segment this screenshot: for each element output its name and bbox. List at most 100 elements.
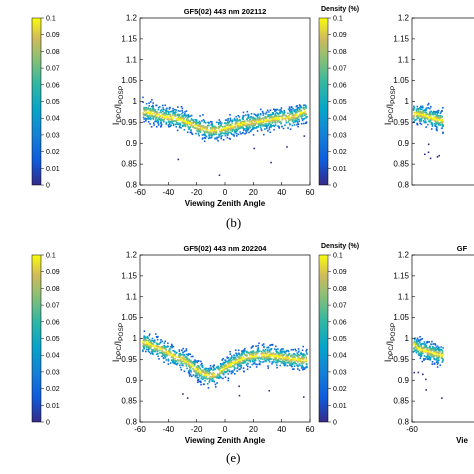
- scatter-point: [180, 359, 182, 361]
- y-tick-label: 1.05: [393, 313, 409, 322]
- y-tick-label: 1.15: [393, 271, 409, 280]
- scatter-point: [161, 345, 164, 348]
- scatter-point: [293, 361, 295, 364]
- scatter-point: [234, 119, 236, 122]
- scatter-point: [256, 357, 259, 359]
- scatter-point: [222, 377, 224, 380]
- scatter-point: [171, 119, 174, 122]
- scatter-point: [170, 115, 172, 118]
- scatter-point: [270, 119, 273, 122]
- scatter-point: [195, 371, 197, 374]
- scatter-point: [264, 123, 266, 125]
- scatter-point: [162, 346, 164, 349]
- scatter-point: [167, 360, 170, 362]
- scatter-point: [204, 131, 207, 133]
- scatter-point: [224, 119, 227, 122]
- scatter-point: [286, 356, 289, 359]
- scatter-point: [257, 124, 260, 127]
- scatter-point: [415, 346, 417, 349]
- scatter-point: [254, 117, 257, 120]
- scatter-point: [436, 119, 439, 122]
- scatter-point: [419, 115, 422, 118]
- scatter-point: [182, 122, 185, 125]
- scatter-point: [153, 345, 155, 348]
- scatter-point: [297, 123, 300, 126]
- scatter-point: [242, 111, 245, 114]
- scatter-point: [190, 366, 192, 368]
- scatter-point: [164, 340, 167, 343]
- scatter-point: [180, 105, 183, 108]
- colorbar-tick-label: 0.04: [333, 116, 347, 123]
- scatter-point: [424, 109, 426, 112]
- scatter-point: [288, 357, 290, 359]
- scatter-point: [171, 120, 173, 122]
- scatter-point: [198, 125, 201, 127]
- scatter-outlier: [425, 389, 428, 391]
- scatter-point: [282, 114, 285, 116]
- scatter-point: [165, 359, 168, 361]
- scatter-point: [180, 126, 182, 129]
- scatter-point: [182, 120, 184, 123]
- scatter-point: [147, 116, 149, 119]
- scatter-point: [143, 336, 145, 339]
- scatter-point: [299, 364, 301, 367]
- scatter-point: [254, 357, 256, 360]
- scatter-point: [431, 118, 433, 121]
- scatter-point: [222, 139, 225, 141]
- scatter-point: [228, 122, 230, 124]
- scatter-point: [234, 131, 236, 134]
- scatter-point: [265, 357, 268, 359]
- scatter-point: [250, 354, 253, 357]
- scatter-point: [426, 117, 428, 120]
- scatter-point: [298, 350, 300, 353]
- scatter-point: [417, 353, 420, 356]
- scatter-point: [183, 122, 186, 124]
- scatter-point: [267, 114, 269, 116]
- scatter-point: [442, 132, 444, 134]
- scatter-point: [297, 357, 299, 359]
- scatter-point: [422, 115, 425, 118]
- scatter-point: [239, 368, 241, 370]
- scatter-point: [194, 375, 197, 378]
- scatter-point: [218, 126, 220, 129]
- scatter-point: [215, 133, 218, 136]
- scatter-point: [158, 358, 160, 360]
- scatter-point: [214, 383, 217, 386]
- scatter-point: [211, 122, 213, 125]
- scatter-point: [290, 118, 293, 121]
- scatter-point: [295, 120, 297, 122]
- scatter-point: [256, 119, 259, 121]
- scatter-point: [246, 118, 249, 121]
- scatter-point: [171, 355, 173, 357]
- scatter-point: [275, 118, 278, 121]
- scatter-point: [432, 110, 435, 113]
- scatter-point: [285, 115, 287, 118]
- scatter-point: [296, 364, 298, 367]
- scatter-point: [432, 352, 435, 354]
- scatter-point: [254, 122, 257, 125]
- scatter-point: [414, 349, 417, 352]
- scatter-point: [213, 368, 215, 371]
- colorbar-tick-label: 0.06: [46, 82, 60, 89]
- scatter-point: [234, 122, 237, 125]
- scatter-point: [423, 116, 426, 118]
- scatter-point: [278, 360, 281, 363]
- scatter-point: [421, 117, 424, 119]
- scatter-point: [290, 355, 292, 358]
- scatter-point: [430, 355, 432, 358]
- scatter-point: [434, 343, 436, 345]
- scatter-point: [284, 359, 287, 362]
- scatter-point: [429, 119, 432, 122]
- scatter-point: [160, 119, 163, 121]
- y-tick-label: 1.05: [393, 76, 409, 85]
- scatter-point: [431, 360, 434, 363]
- scatter-point: [283, 112, 285, 115]
- scatter-point: [258, 121, 261, 124]
- scatter-point: [422, 109, 425, 112]
- scatter-point: [434, 113, 436, 116]
- scatter-point: [146, 336, 149, 338]
- scatter-point: [295, 117, 298, 119]
- scatter-point: [232, 120, 234, 122]
- scatter-point: [231, 365, 234, 368]
- scatter-point: [245, 359, 247, 362]
